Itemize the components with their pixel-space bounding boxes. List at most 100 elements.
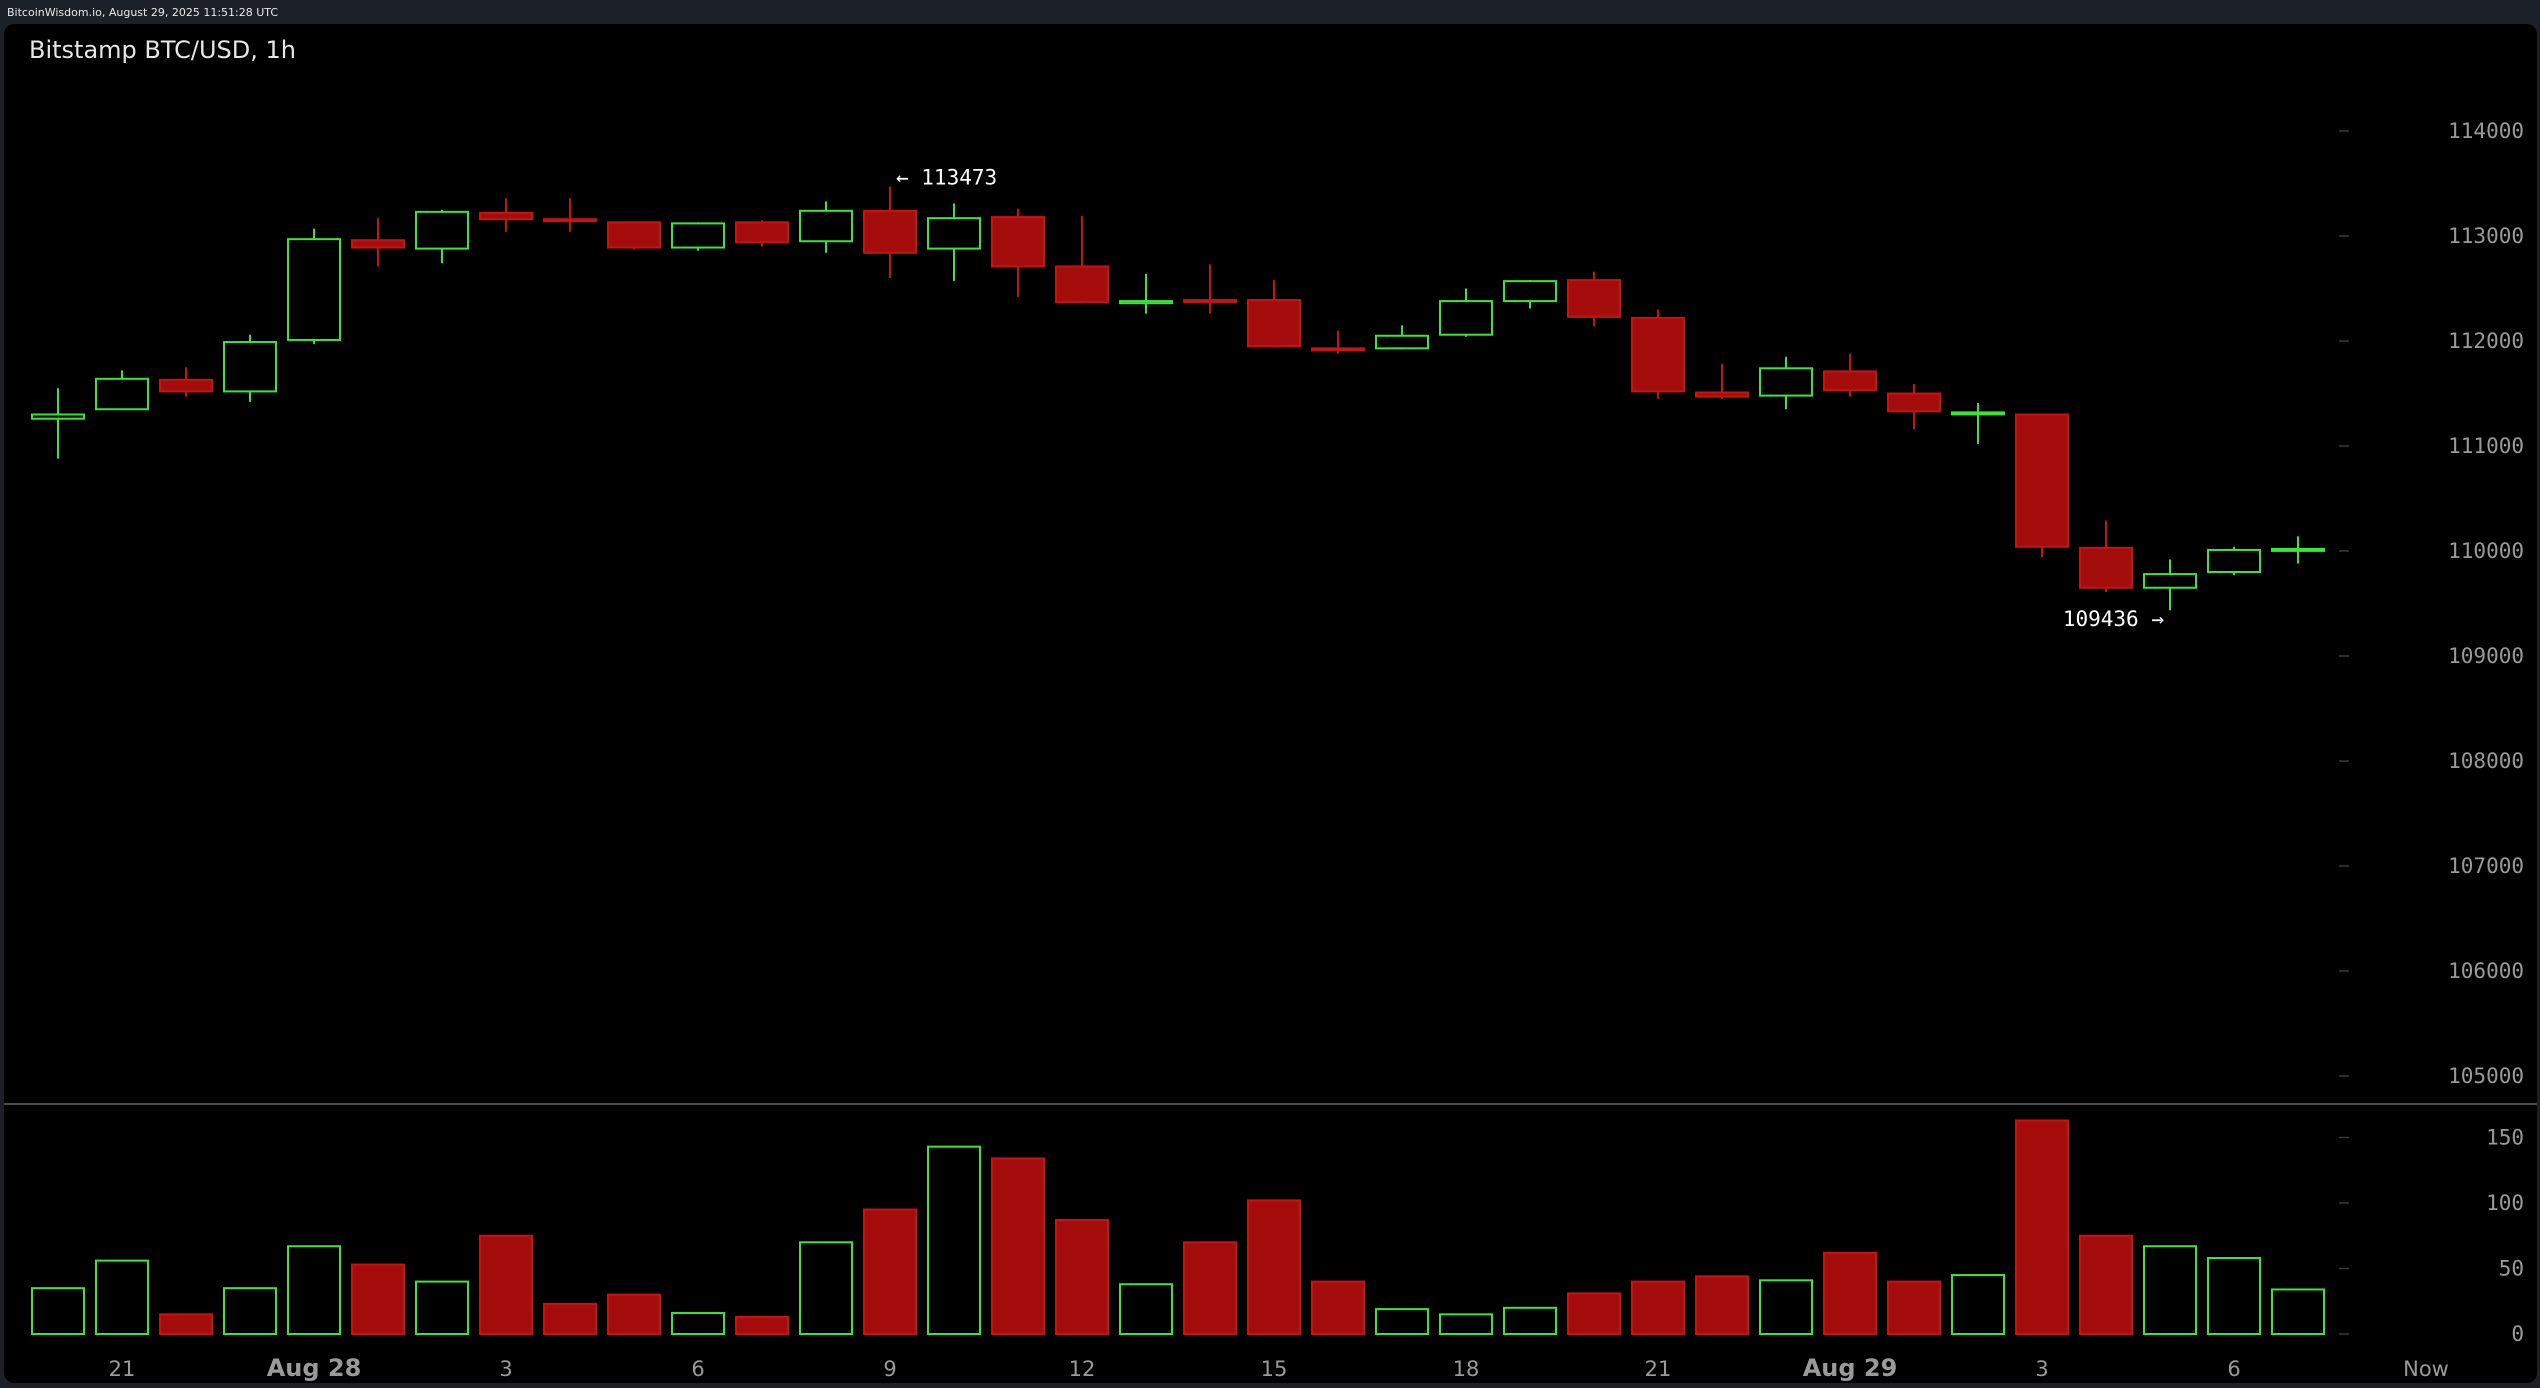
volume-bar — [1439, 1313, 1493, 1335]
time-tick-label: 6 — [2227, 1357, 2240, 1381]
candle-body — [1503, 280, 1557, 303]
candle-body — [159, 378, 213, 393]
volume-bar — [1823, 1251, 1877, 1336]
candle-body — [2015, 413, 2069, 548]
volume-tick-label: 150 — [2486, 1126, 2524, 1150]
top-bar: BitcoinWisdom.io, August 29, 2025 11:51:… — [0, 0, 2540, 24]
price-tick-label: 112000 — [2448, 329, 2524, 353]
candle-body — [1567, 279, 1621, 318]
candle-body — [927, 217, 981, 250]
time-tick-label: 3 — [499, 1357, 512, 1381]
price-tick-label: 114000 — [2448, 119, 2524, 143]
volume-bar — [1631, 1280, 1685, 1335]
volume-bar — [671, 1312, 725, 1336]
volume-bar — [1951, 1274, 2005, 1336]
volume-tick-label: 0 — [2511, 1322, 2524, 1346]
volume-bar — [2143, 1245, 2197, 1335]
chart-panel: 105000 106000 107000 108000 109000 110000 1110… — [4, 24, 2537, 1383]
price-tick-label: 106000 — [2448, 959, 2524, 983]
candle-body — [1375, 334, 1429, 350]
price-tick-label: 111000 — [2448, 434, 2524, 458]
volume-bar — [543, 1302, 597, 1335]
volume-bar — [1567, 1292, 1621, 1336]
volume-bar — [2207, 1257, 2261, 1336]
volume-bar — [799, 1241, 853, 1336]
volume-bar — [1759, 1279, 1813, 1336]
time-tick-label: 21 — [109, 1357, 136, 1381]
price-tick-label: 113000 — [2448, 224, 2524, 248]
candle-body — [1695, 391, 1749, 398]
volume-bar — [607, 1293, 661, 1335]
candle-body — [2079, 546, 2133, 589]
candle-body — [671, 222, 725, 249]
time-tick-label: 21 — [1645, 1357, 1672, 1381]
volume-bar — [95, 1259, 149, 1336]
volume-bar — [31, 1287, 85, 1336]
volume-bar — [2271, 1288, 2325, 1335]
volume-bar — [927, 1145, 981, 1336]
time-tick-label: 15 — [1261, 1357, 1288, 1381]
candle-body — [1887, 392, 1941, 413]
price-tick-label: 110000 — [2448, 539, 2524, 563]
volume-bar — [479, 1234, 533, 1335]
volume-bar — [1375, 1308, 1429, 1335]
price-tick-label: 107000 — [2448, 854, 2524, 878]
volume-bar — [863, 1208, 917, 1336]
candle-body — [479, 211, 533, 221]
volume-bar — [1055, 1219, 1109, 1336]
time-tick-label: 9 — [883, 1357, 896, 1381]
time-tick-label: 3 — [2035, 1357, 2048, 1381]
candle-body — [607, 221, 661, 249]
volume-bar — [1311, 1280, 1365, 1335]
volume-bar — [287, 1245, 341, 1335]
time-tick-label: 12 — [1069, 1357, 1096, 1381]
price-tick-label: 109000 — [2448, 644, 2524, 668]
candle-body — [95, 377, 149, 411]
candlestick-chart[interactable]: 105000 106000 107000 108000 109000 110000 1110… — [4, 24, 2537, 1383]
volume-bar — [735, 1315, 789, 1335]
candle-body — [1823, 370, 1877, 392]
price-low-annotation: 109436 → — [2063, 607, 2164, 631]
volume-bar — [1887, 1280, 1941, 1335]
candle-body — [31, 413, 85, 420]
candle-body — [1247, 299, 1301, 348]
price-tick-label: 105000 — [2448, 1064, 2524, 1088]
candle-body — [799, 209, 853, 243]
chart-title: Bitstamp BTC/USD, 1h — [29, 36, 296, 64]
volume-bar — [223, 1287, 277, 1336]
volume-bar — [415, 1280, 469, 1335]
volume-bar — [1695, 1275, 1749, 1335]
volume-bar — [1247, 1199, 1301, 1335]
volume-bar — [991, 1157, 1045, 1335]
time-tick-label: Aug 28 — [267, 1354, 362, 1382]
capture-timestamp: BitcoinWisdom.io, August 29, 2025 11:51:… — [7, 6, 279, 19]
candle-body — [2143, 573, 2197, 589]
candle-body — [415, 210, 469, 250]
volume-bar — [159, 1313, 213, 1335]
volume-bar — [2079, 1234, 2133, 1335]
candle-body — [1631, 316, 1685, 393]
volume-bar — [1183, 1241, 1237, 1336]
candle-body — [863, 209, 917, 254]
candle-body — [223, 341, 277, 393]
candle-body — [991, 216, 1045, 268]
candle-body — [543, 218, 597, 223]
candle-body — [1439, 300, 1493, 336]
time-tick-label: 18 — [1453, 1357, 1480, 1381]
candle-body — [1119, 300, 1173, 305]
volume-tick-label: 100 — [2486, 1191, 2524, 1215]
time-tick-label: 6 — [691, 1357, 704, 1381]
price-tick-label: 108000 — [2448, 749, 2524, 773]
volume-bar — [351, 1263, 405, 1335]
candle-body — [735, 221, 789, 244]
time-tick-label: Aug 29 — [1803, 1354, 1898, 1382]
price-high-annotation: ← 113473 — [896, 165, 997, 189]
volume-bar — [1503, 1306, 1557, 1336]
volume-bar — [2015, 1119, 2069, 1335]
candle-body — [2271, 547, 2325, 552]
candle-body — [1055, 265, 1109, 304]
candle-body — [351, 239, 405, 249]
volume-tick-label: 50 — [2499, 1257, 2524, 1281]
candle-body — [1951, 411, 2005, 416]
volume-bar — [1119, 1283, 1173, 1335]
